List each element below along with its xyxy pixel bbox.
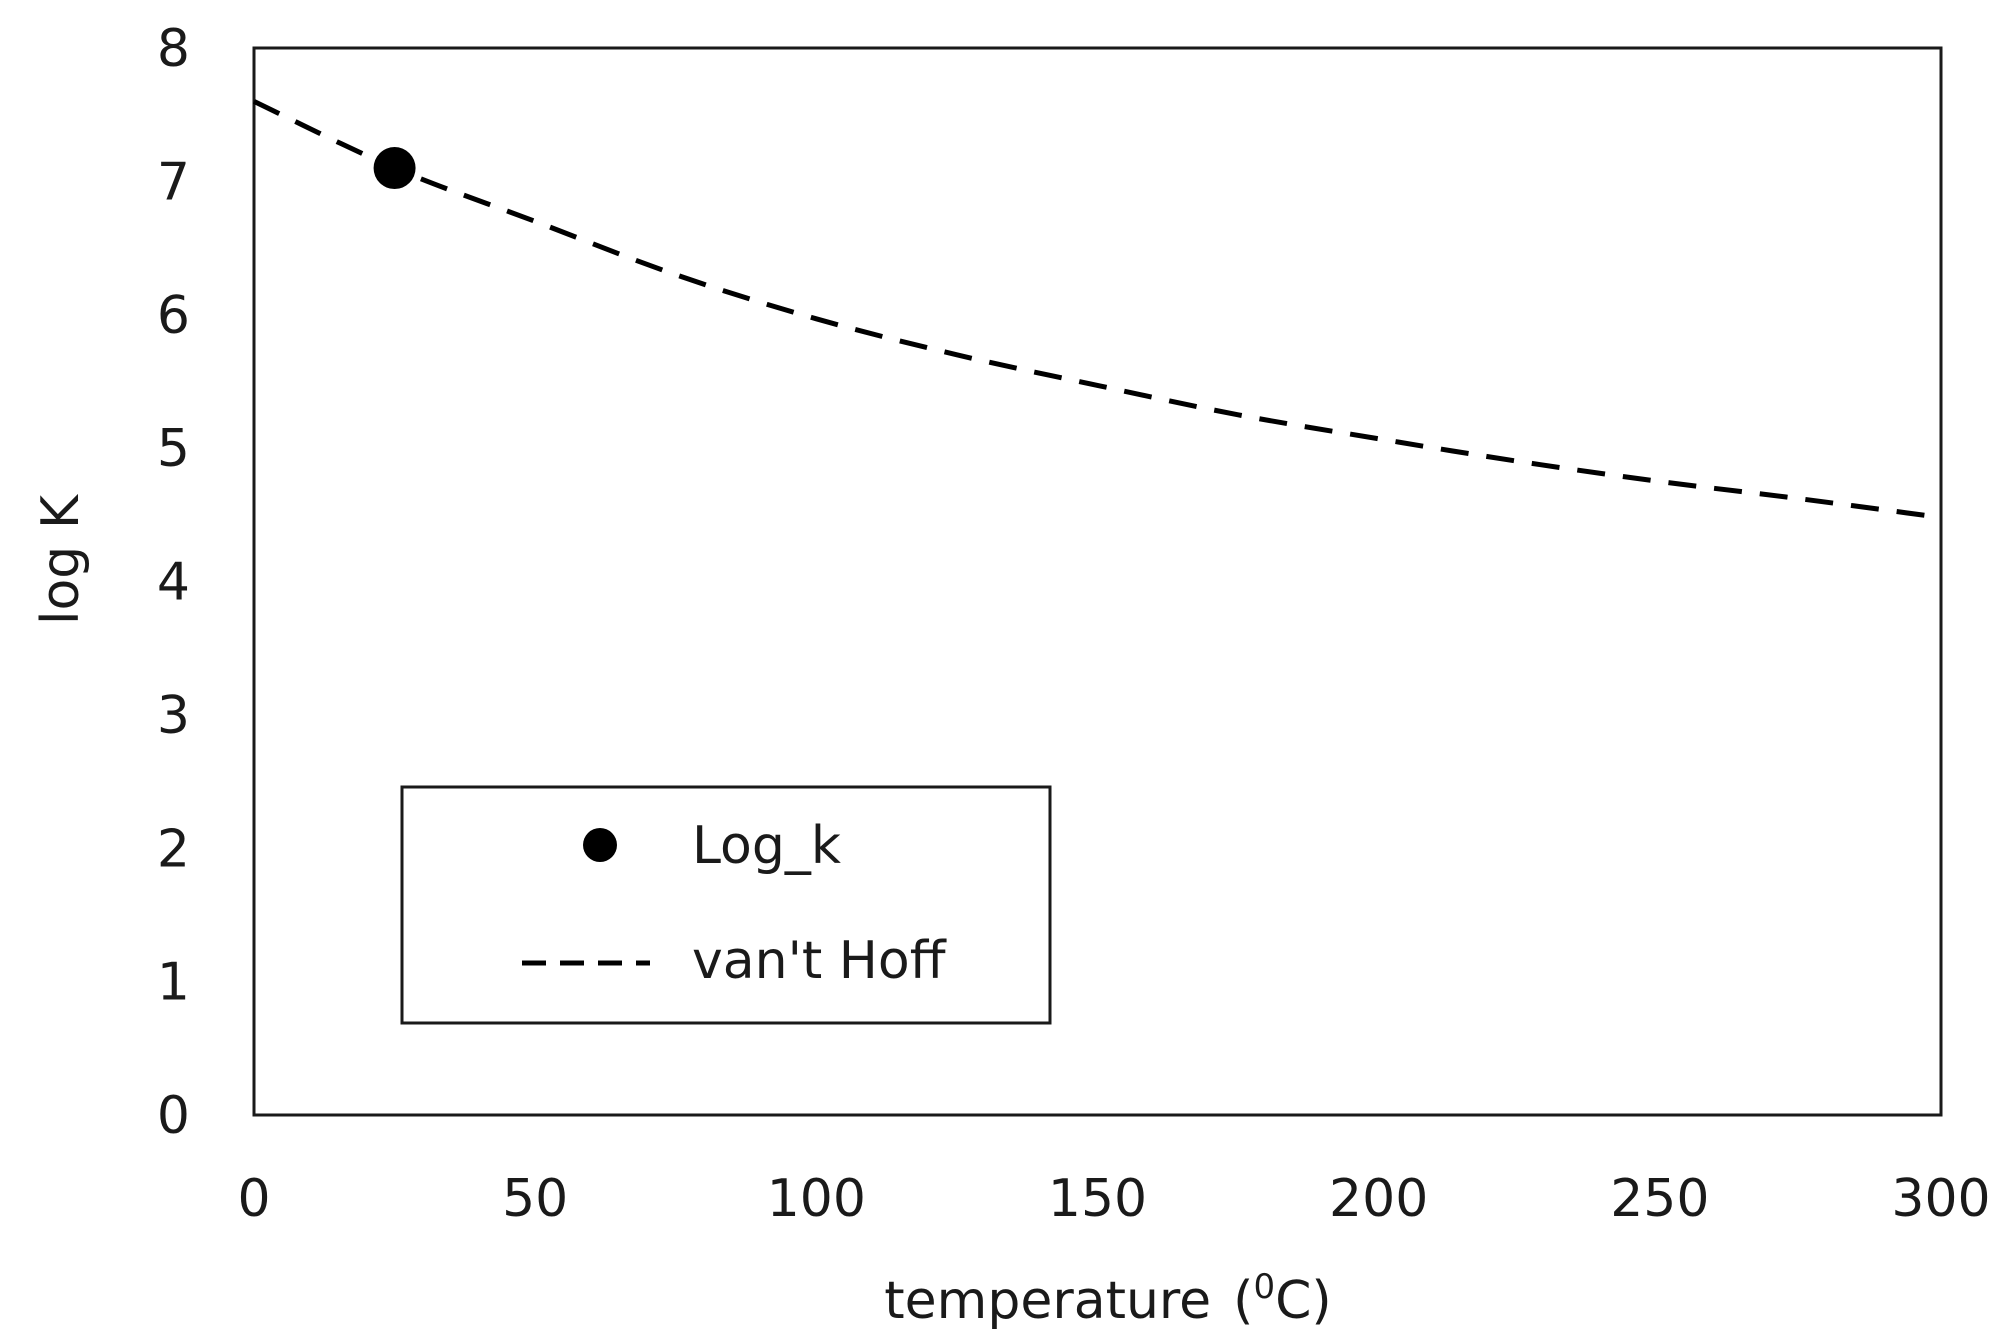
x-axis-title-unit-open: ( [1233,1271,1253,1331]
series-points-log-k [373,147,416,190]
legend-label-vant-hoff: van't Hoff [692,931,947,991]
plot-area-frame [252,46,1943,1117]
y-tick-label: 3 [157,686,190,746]
y-tick-labels: 0 1 2 3 4 5 6 7 8 [157,19,190,1146]
x-axis-title-label: temperature [884,1271,1211,1331]
y-tick-label: 5 [157,419,190,479]
y-tick-label: 8 [157,19,190,79]
legend: Log_k van't Hoff [400,785,1052,1025]
legend-box [400,785,1052,1025]
x-tick-label: 200 [1329,1169,1428,1229]
legend-label-log-k: Log_k [692,816,841,876]
x-tick-label: 250 [1610,1169,1709,1229]
x-tick-label: 50 [502,1169,568,1229]
y-tick-label: 7 [157,152,190,212]
x-axis-title: temperature (0C) [884,1267,1331,1331]
data-point-log-k [373,147,416,190]
y-axis-title: log K [31,493,91,625]
y-tick-label: 2 [157,819,190,879]
y-tick-label: 4 [157,553,190,613]
legend-marker-log-k [583,828,617,862]
series-line-vant-hoff [252,99,1942,520]
y-tick-label: 1 [157,953,190,1013]
x-tick-label: 150 [1048,1169,1147,1229]
x-tick-label: 100 [767,1169,866,1229]
x-tick-label: 300 [1891,1169,1990,1229]
x-tick-labels: 0 50 100 150 200 250 300 [237,1169,1990,1229]
x-tick-label: 0 [237,1169,270,1229]
y-tick-label: 6 [157,286,190,346]
y-tick-label: 0 [157,1086,190,1146]
x-axis-title-unit-rest: C) [1275,1271,1332,1331]
x-axis-title-unit-superscript: 0 [1253,1267,1275,1307]
